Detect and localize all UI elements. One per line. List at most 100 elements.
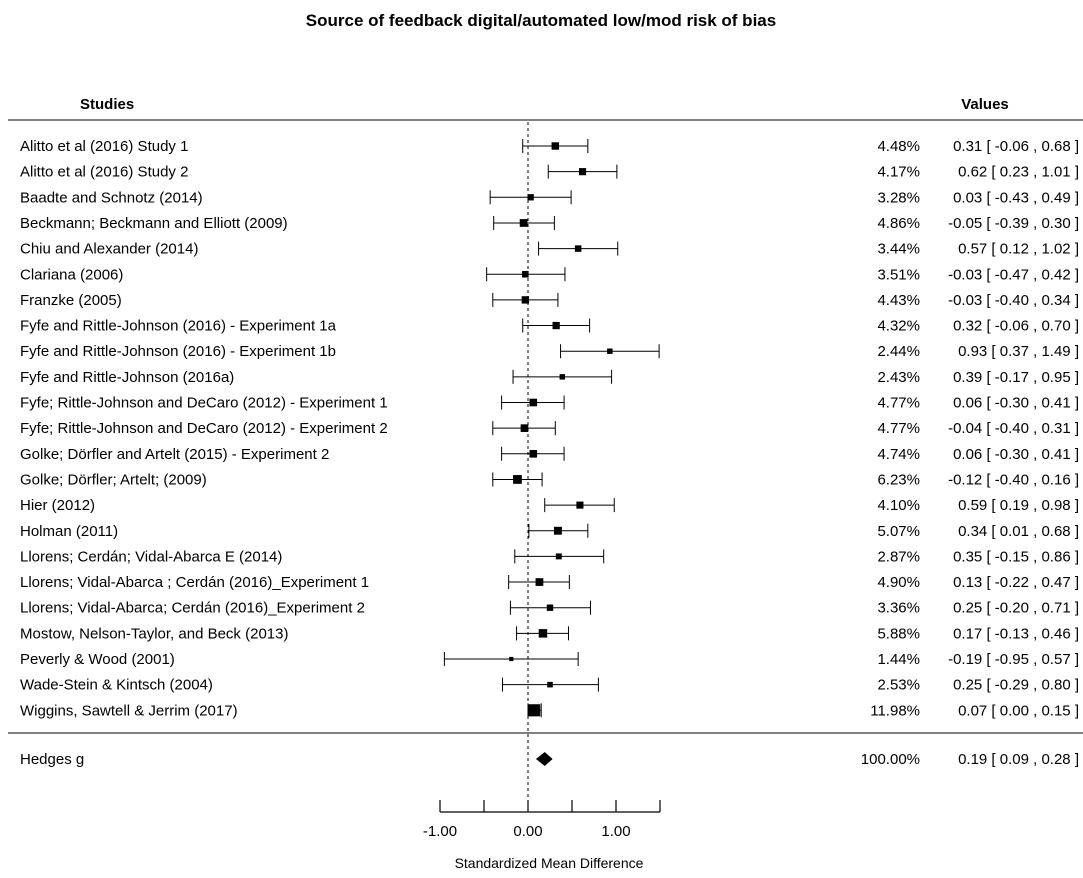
study-row: Fyfe and Rittle-Johnson (2016) - Experim… xyxy=(20,343,1079,360)
summary-weight: 100.00% xyxy=(861,751,920,768)
study-ci: 0.31 [ -0.06 , 0.68 ] xyxy=(953,138,1079,155)
study-ci: -0.03 [ -0.40 , 0.34 ] xyxy=(948,292,1079,309)
study-weight: 4.90% xyxy=(877,574,920,591)
point-estimate xyxy=(553,526,562,535)
point-estimate xyxy=(555,553,562,560)
study-weight: 4.77% xyxy=(877,420,920,437)
study-ci: 0.03 [ -0.43 , 0.49 ] xyxy=(953,189,1079,206)
point-estimate xyxy=(529,398,538,407)
study-weight: 6.23% xyxy=(877,471,920,488)
study-weight: 4.10% xyxy=(877,497,920,514)
summary-row: Hedges g 100.00% 0.19 [ 0.09 , 0.28 ] xyxy=(20,751,1079,768)
study-name: Chiu and Alexander (2014) xyxy=(20,241,198,258)
study-name: Alitto et al (2016) Study 1 xyxy=(20,138,188,155)
study-row: Beckmann; Beckmann and Elliott (2009) 4.8… xyxy=(20,215,1079,232)
study-ci: 0.39 [ -0.17 , 0.95 ] xyxy=(953,369,1079,386)
study-weight: 3.44% xyxy=(877,241,920,258)
x-tick-label: 1.00 xyxy=(601,823,630,840)
study-weight: 1.44% xyxy=(877,651,920,668)
study-weight: 4.77% xyxy=(877,395,920,412)
study-row: Llorens; Vidal-Abarca; Cerdán (2016)_Exp… xyxy=(20,600,1079,617)
study-name: Holman (2011) xyxy=(20,523,118,540)
study-name: Llorens; Vidal-Abarca ; Cerdán (2016)_Ex… xyxy=(20,574,369,591)
study-name: Franzke (2005) xyxy=(20,292,122,309)
summary-diamond xyxy=(535,752,553,766)
point-estimate xyxy=(574,245,582,252)
study-ci: -0.04 [ -0.40 , 0.31 ] xyxy=(948,420,1079,437)
study-row: Peverly & Wood (2001) 1.44% -0.19 [ -0.95 … xyxy=(20,651,1079,668)
point-estimate xyxy=(576,501,584,509)
study-name: Baadte and Schnotz (2014) xyxy=(20,189,203,206)
study-row: Alitto et al (2016) Study 1 4.48% 0.31 [ -… xyxy=(20,138,1079,155)
study-row: Hier (2012) 4.10% 0.59 [ 0.19 , 0.98 ] xyxy=(20,497,1079,514)
point-estimate xyxy=(521,296,530,304)
study-ci: 0.93 [ 0.37 , 1.49 ] xyxy=(958,343,1079,360)
study-ci: -0.03 [ -0.47 , 0.42 ] xyxy=(948,266,1079,283)
point-estimate xyxy=(519,219,528,227)
point-estimate xyxy=(528,704,541,717)
x-tick-label: 0.00 xyxy=(513,823,542,840)
point-estimate xyxy=(535,578,544,586)
point-estimate xyxy=(607,348,613,354)
study-ci: 0.06 [ -0.30 , 0.41 ] xyxy=(953,446,1079,463)
study-name: Wade-Stein & Kintsch (2004) xyxy=(20,677,213,694)
x-tick-label: -1.00 xyxy=(423,823,457,840)
summary-ci: 0.19 [ 0.09 , 0.28 ] xyxy=(958,751,1079,768)
point-estimate xyxy=(509,656,514,662)
study-weight: 2.87% xyxy=(877,548,920,565)
study-row: Holman (2011) 5.07% 0.34 [ 0.01 , 0.68 ] xyxy=(20,523,1079,540)
study-weight: 4.43% xyxy=(877,292,920,309)
study-row: Chiu and Alexander (2014) 3.44% 0.57 [ 0.1… xyxy=(20,241,1079,258)
study-ci: -0.12 [ -0.40 , 0.16 ] xyxy=(948,471,1079,488)
study-name: Peverly & Wood (2001) xyxy=(20,651,175,668)
study-ci: 0.34 [ 0.01 , 0.68 ] xyxy=(958,523,1079,540)
study-ci: -0.19 [ -0.95 , 0.57 ] xyxy=(948,651,1079,668)
point-estimate xyxy=(513,475,522,484)
study-row: Fyfe and Rittle-Johnson (2016) - Experim… xyxy=(20,318,1079,335)
study-name: Fyfe and Rittle-Johnson (2016a) xyxy=(20,369,234,386)
study-weight: 4.48% xyxy=(877,138,920,155)
study-weight: 11.98% xyxy=(870,702,920,719)
study-name: Golke; Dörfler and Artelt (2015) - Exper… xyxy=(20,446,329,463)
point-estimate xyxy=(520,424,529,432)
study-ci: 0.13 [ -0.22 , 0.47 ] xyxy=(953,574,1079,591)
study-row: Wade-Stein & Kintsch (2004) 2.53% 0.25 [ -… xyxy=(20,677,1079,694)
study-ci: 0.62 [ 0.23 , 1.01 ] xyxy=(958,164,1079,181)
study-weight: 4.17% xyxy=(877,164,920,181)
study-row: Franzke (2005) 4.43% -0.03 [ -0.40 , 0.34 … xyxy=(20,292,1079,309)
study-weight: 3.51% xyxy=(877,266,920,283)
study-ci: 0.59 [ 0.19 , 0.98 ] xyxy=(958,497,1079,514)
chart-title: Source of feedback digital/automated low… xyxy=(306,11,776,30)
study-weight: 2.53% xyxy=(877,677,920,694)
study-ci: -0.05 [ -0.39 , 0.30 ] xyxy=(948,215,1079,232)
study-weight: 5.07% xyxy=(877,523,920,540)
study-weight: 4.74% xyxy=(877,446,920,463)
study-name: Llorens; Cerdán; Vidal-Abarca E (2014) xyxy=(20,548,282,565)
study-row: Llorens; Cerdán; Vidal-Abarca E (2014) 2.… xyxy=(20,548,1079,565)
point-estimate xyxy=(578,168,587,176)
point-estimate xyxy=(522,270,529,278)
study-name: Beckmann; Beckmann and Elliott (2009) xyxy=(20,215,288,232)
study-name: Alitto et al (2016) Study 2 xyxy=(20,164,188,181)
study-row: Mostow, Nelson-Taylor, and Beck (2013) 5.… xyxy=(20,625,1079,642)
studies-header: Studies xyxy=(80,96,134,113)
study-name: Mostow, Nelson-Taylor, and Beck (2013) xyxy=(20,625,288,642)
study-row: Fyfe; Rittle-Johnson and DeCaro (2012) -… xyxy=(20,420,1079,437)
study-ci: 0.17 [ -0.13 , 0.46 ] xyxy=(953,625,1079,642)
x-axis: -1.00 0.00 1.00 xyxy=(423,800,661,840)
study-ci: 0.06 [ -0.30 , 0.41 ] xyxy=(953,395,1079,412)
study-ci: 0.25 [ -0.29 , 0.80 ] xyxy=(953,677,1079,694)
study-ci: 0.35 [ -0.15 , 0.86 ] xyxy=(953,548,1079,565)
study-weight: 3.28% xyxy=(877,189,920,206)
study-row: Golke; Dörfler; Artelt; (2009) 6.23% -0.12… xyxy=(20,471,1079,488)
study-row: Fyfe and Rittle-Johnson (2016a) 2.43% 0.39… xyxy=(20,369,1079,386)
point-estimate xyxy=(538,629,548,638)
study-name: Llorens; Vidal-Abarca; Cerdán (2016)_Exp… xyxy=(20,600,365,617)
study-row: Fyfe; Rittle-Johnson and DeCaro (2012) -… xyxy=(20,395,1079,412)
study-row: Wiggins, Sawtell & Jerrim (2017) 11.98% 0.… xyxy=(20,702,1079,719)
point-estimate xyxy=(559,374,566,380)
study-row: Golke; Dörfler and Artelt (2015) - Exper… xyxy=(20,446,1079,463)
study-row: Alitto et al (2016) Study 2 4.17% 0.62 [ 0… xyxy=(20,164,1079,181)
study-name: Clariana (2006) xyxy=(20,266,123,283)
